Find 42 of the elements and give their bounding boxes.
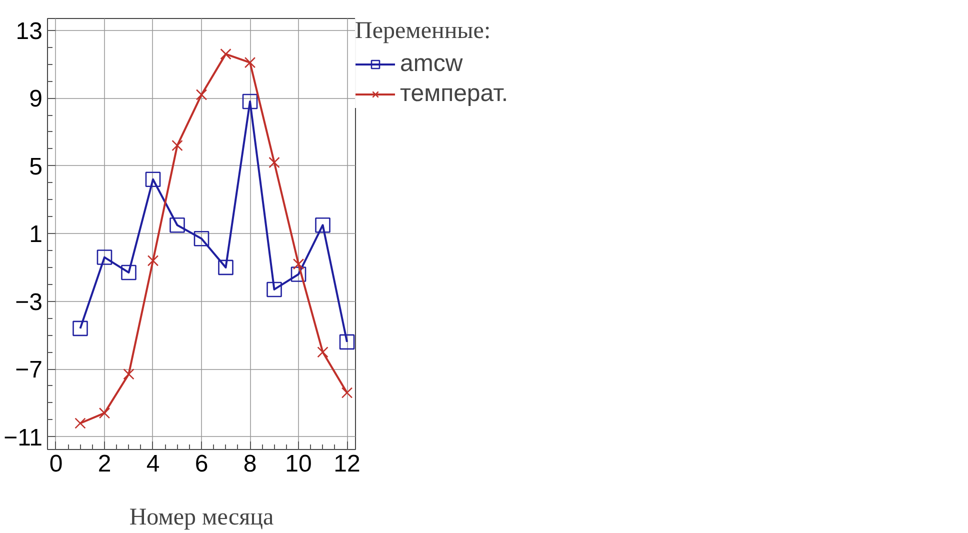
point — [290, 266, 306, 282]
point — [170, 217, 185, 233]
legend-label: температ. — [400, 80, 508, 108]
x-tick-label: 0 — [49, 450, 63, 478]
x-tick-label: 12 — [334, 450, 360, 478]
x-axis-title: Номер месяца — [129, 504, 274, 530]
point — [194, 231, 210, 246]
y-tick-label: −3 — [15, 288, 43, 316]
point — [74, 418, 86, 429]
x-tick-label: 10 — [285, 450, 312, 478]
point — [341, 387, 353, 398]
point — [172, 140, 183, 152]
point — [315, 217, 330, 233]
y-tick-label: 9 — [29, 86, 43, 113]
y-tick-label: 5 — [29, 153, 43, 180]
point — [266, 282, 282, 298]
point — [98, 407, 110, 419]
x-tick-label: 6 — [194, 450, 208, 478]
x-tick-label: 8 — [243, 450, 257, 478]
legend-label: amcw — [400, 50, 463, 78]
point — [268, 156, 280, 168]
point — [242, 94, 258, 110]
x-tick-label: 2 — [98, 450, 112, 478]
point — [147, 255, 159, 266]
point — [196, 89, 208, 100]
y-tick-label: −11 — [4, 424, 43, 452]
point — [72, 320, 88, 336]
point — [145, 172, 161, 188]
point — [121, 264, 136, 280]
point — [220, 48, 232, 60]
y-tick-label: −7 — [15, 356, 43, 384]
point — [339, 334, 355, 350]
y-tick-label: 13 — [16, 18, 43, 45]
y-tick-label: 1 — [29, 221, 43, 248]
point — [317, 346, 328, 358]
legend-title: Переменные: — [355, 18, 492, 45]
point — [292, 258, 304, 270]
x-tick-label: 4 — [146, 450, 160, 478]
point — [218, 260, 234, 276]
point — [96, 250, 112, 265]
point — [123, 368, 134, 380]
point — [244, 56, 256, 68]
